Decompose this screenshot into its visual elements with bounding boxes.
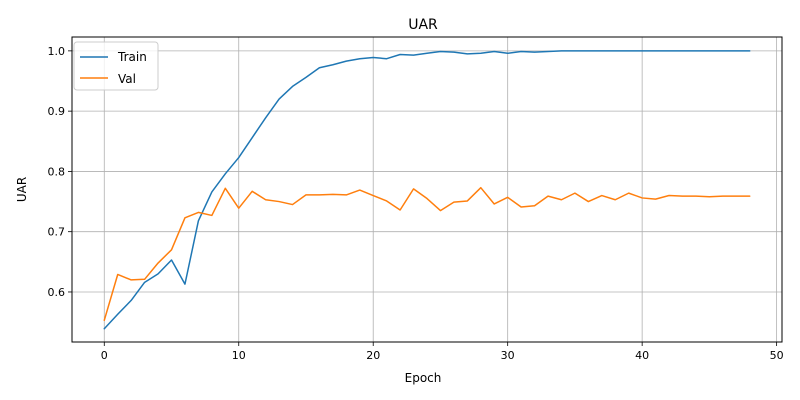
- x-tick-label: 40: [635, 349, 649, 362]
- x-tick-label: 0: [101, 349, 108, 362]
- series-lines: [103, 50, 751, 330]
- x-tick-label: 50: [770, 349, 784, 362]
- y-axis-label: UAR: [15, 177, 29, 202]
- x-axis-label: Epoch: [405, 371, 442, 385]
- legend: Train Val: [73, 41, 159, 91]
- x-tick-label: 20: [366, 349, 380, 362]
- chart-title: UAR: [408, 17, 438, 33]
- series-line-val: [103, 186, 751, 322]
- y-tick-label: 0.6: [48, 286, 66, 299]
- y-tick-label: 0.7: [48, 226, 66, 239]
- legend-val-label: Val: [118, 72, 136, 86]
- y-tick-label: 0.8: [48, 165, 66, 178]
- x-tick-label: 10: [232, 349, 246, 362]
- y-tick-label: 0.9: [48, 105, 66, 118]
- series-line-train: [103, 50, 751, 330]
- legend-train-label: Train: [117, 50, 147, 64]
- axis-ticks: 0 10 20 30 40 50 0.6 0.7 0.8 0.9 1.0: [48, 45, 784, 362]
- y-tick-label: 1.0: [48, 45, 66, 58]
- x-tick-label: 30: [501, 349, 515, 362]
- plot-frame: [71, 36, 783, 343]
